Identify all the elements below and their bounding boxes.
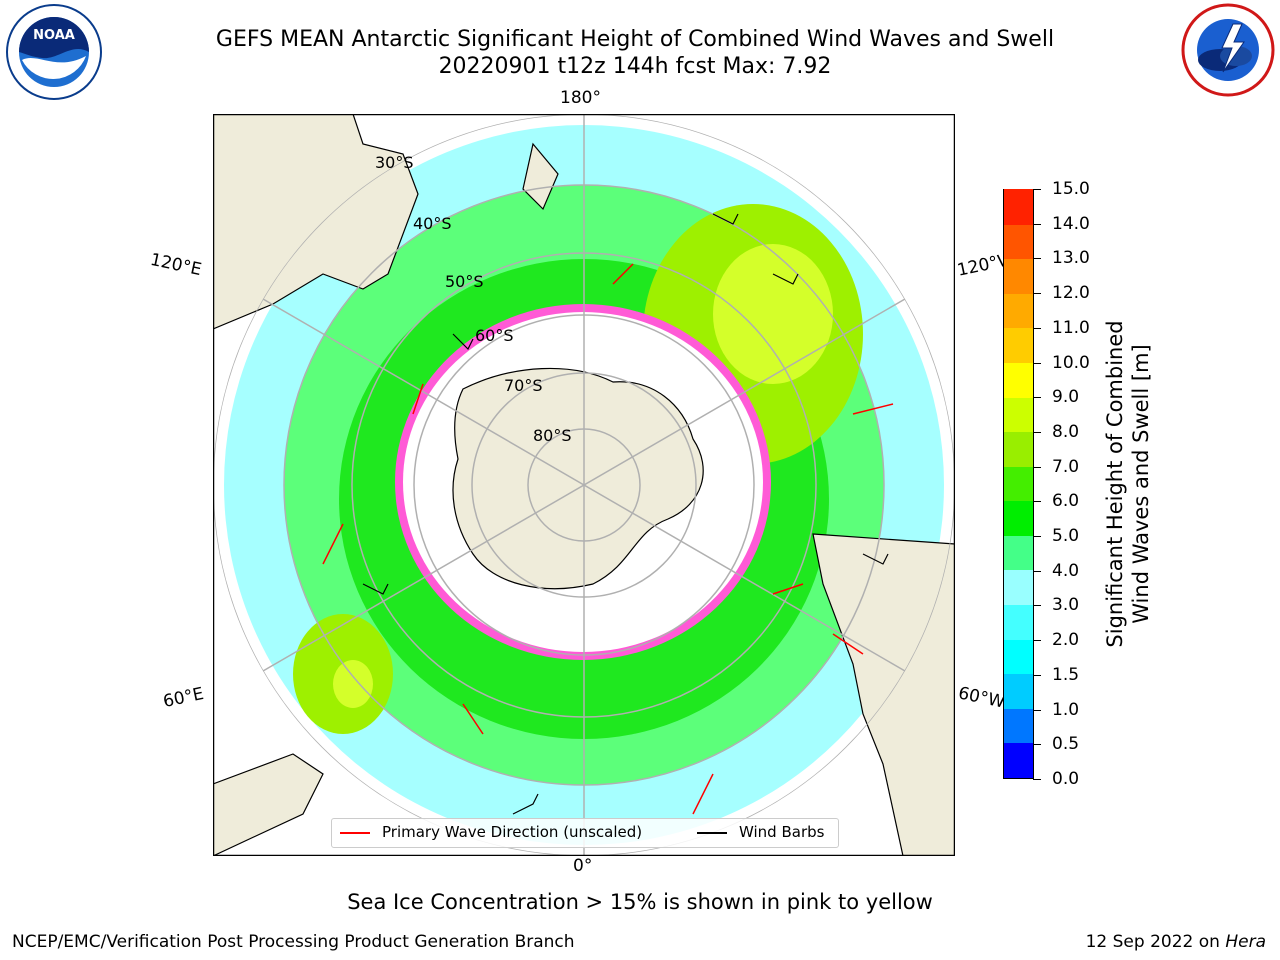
colorbar-segment bbox=[1004, 500, 1033, 536]
colorbar-tick-label: 0.5 bbox=[1052, 734, 1080, 755]
africa-land bbox=[213, 753, 324, 856]
lon-label-60e: 60°E bbox=[161, 683, 206, 713]
colorbar-tick bbox=[1033, 397, 1041, 399]
colorbar-segment bbox=[1004, 258, 1033, 294]
wind-barb-label: Wind Barbs bbox=[739, 823, 825, 841]
colorbar-segment bbox=[1004, 189, 1033, 225]
colorbar bbox=[1003, 189, 1034, 779]
colorbar-segment bbox=[1004, 224, 1033, 260]
colorbar-tick-label: 0.0 bbox=[1052, 769, 1080, 789]
colorbar-tick bbox=[1033, 223, 1041, 225]
colorbar-tick-label: 8.0 bbox=[1052, 421, 1080, 442]
colorbar-tick bbox=[1033, 674, 1041, 676]
south-america-land bbox=[812, 533, 955, 856]
colorbar-tick-label: 7.0 bbox=[1052, 456, 1080, 477]
colorbar-segment bbox=[1004, 396, 1033, 433]
lon-label-0: 0° bbox=[573, 856, 593, 876]
colorbar-segment bbox=[1004, 535, 1033, 571]
lat-label-30s: 30°S bbox=[375, 153, 414, 172]
lat-label-40s: 40°S bbox=[413, 214, 452, 233]
colorbar-segment bbox=[1004, 362, 1033, 398]
noaa-logo: NOAA bbox=[6, 4, 102, 100]
lat-label-50s: 50°S bbox=[445, 272, 484, 291]
colorbar-tick bbox=[1033, 709, 1041, 711]
svg-text:NOAA: NOAA bbox=[33, 28, 75, 43]
colorbar-tick-label: 5.0 bbox=[1052, 526, 1080, 547]
colorbar-segment bbox=[1004, 569, 1033, 606]
colorbar-tick bbox=[1033, 293, 1041, 295]
colorbar-tick bbox=[1033, 466, 1041, 468]
lat-label-70s: 70°S bbox=[504, 376, 543, 395]
colorbar-title-line2: Wind Waves and Swell [m] bbox=[1129, 344, 1153, 624]
colorbar-tick bbox=[1033, 779, 1041, 780]
colorbar-tick-label: 3.0 bbox=[1052, 595, 1080, 616]
colorbar-tick bbox=[1033, 570, 1041, 572]
forecast-info: 20220901 t12z 144h fcst Max: 7.92 bbox=[438, 54, 832, 79]
graticule bbox=[213, 114, 955, 856]
nws-logo bbox=[1181, 3, 1275, 97]
colorbar-tick-label: 12.0 bbox=[1052, 283, 1090, 304]
colorbar-tick-label: 6.0 bbox=[1052, 491, 1080, 512]
colorbar-tick-label: 10.0 bbox=[1052, 352, 1090, 373]
australia-land bbox=[213, 114, 419, 330]
colorbar-tick bbox=[1033, 501, 1041, 503]
footer-date: 12 Sep 2022 on Hera bbox=[1086, 932, 1266, 952]
colorbar-segment bbox=[1004, 431, 1033, 467]
antarctica-land bbox=[452, 367, 704, 590]
colorbar-tick bbox=[1033, 431, 1041, 433]
lon-label-60w: 60°W bbox=[956, 683, 1007, 713]
lon-label-180: 180° bbox=[560, 88, 601, 108]
colorbar-tick-label: 11.0 bbox=[1052, 317, 1090, 338]
lon-label-120e: 120°E bbox=[148, 249, 204, 281]
colorbar-tick bbox=[1033, 536, 1041, 538]
footer-date-text: 12 Sep 2022 on bbox=[1085, 932, 1226, 952]
lat-label-60s: 60°S bbox=[475, 326, 514, 345]
colorbar-segment bbox=[1004, 639, 1033, 675]
colorbar-tick-label: 9.0 bbox=[1052, 387, 1080, 408]
colorbar-tick-label: 4.0 bbox=[1052, 560, 1080, 581]
wind-barbs bbox=[362, 213, 889, 815]
colorbar-segment bbox=[1004, 604, 1033, 640]
colorbar-tick bbox=[1033, 327, 1041, 329]
colorbar-tick-label: 2.0 bbox=[1052, 630, 1080, 651]
colorbar-tick-label: 15.0 bbox=[1052, 179, 1090, 199]
map-legend: Primary Wave Direction (unscaled) Wind B… bbox=[331, 818, 839, 848]
new-zealand-land bbox=[522, 142, 559, 211]
colorbar-tick-label: 14.0 bbox=[1052, 213, 1090, 234]
colorbar-tick-label: 1.5 bbox=[1052, 664, 1080, 685]
colorbar-title-line1: Significant Height of Combined bbox=[1103, 320, 1127, 648]
colorbar-segment bbox=[1004, 673, 1033, 709]
wave-direction-arrows bbox=[322, 263, 894, 815]
map-title: GEFS MEAN Antarctic Significant Height o… bbox=[215, 27, 1055, 52]
footer-host: Hera bbox=[1225, 932, 1266, 952]
colorbar-segment bbox=[1004, 708, 1033, 744]
wind-barb-swatch bbox=[697, 832, 727, 834]
colorbar-segment bbox=[1004, 327, 1033, 363]
colorbar-tick bbox=[1033, 258, 1041, 260]
colorbar-segment bbox=[1004, 466, 1033, 502]
colorbar-segment bbox=[1004, 293, 1033, 329]
colorbar-tick bbox=[1033, 362, 1041, 364]
lat-label-80s: 80°S bbox=[533, 426, 572, 445]
footer-organization: NCEP/EMC/Verification Post Processing Pr… bbox=[12, 932, 575, 952]
colorbar-tick bbox=[1033, 605, 1041, 607]
wave-height-map: 30°S 40°S 50°S 60°S 70°S 80°S bbox=[213, 114, 955, 856]
colorbar-tick-label: 1.0 bbox=[1052, 699, 1080, 720]
wave-direction-label: Primary Wave Direction (unscaled) bbox=[382, 823, 643, 841]
colorbar-tick bbox=[1033, 189, 1041, 190]
colorbar-tick-label: 13.0 bbox=[1052, 248, 1090, 269]
wave-direction-swatch bbox=[340, 832, 370, 834]
lat-labels: 30°S 40°S 50°S 60°S 70°S 80°S bbox=[375, 153, 572, 445]
colorbar-tick bbox=[1033, 744, 1041, 746]
max-wave-zone bbox=[713, 244, 833, 384]
colorbar-segment bbox=[1004, 742, 1033, 778]
sea-ice-note: Sea Ice Concentration > 15% is shown in … bbox=[347, 890, 933, 914]
colorbar-tick bbox=[1033, 640, 1041, 642]
